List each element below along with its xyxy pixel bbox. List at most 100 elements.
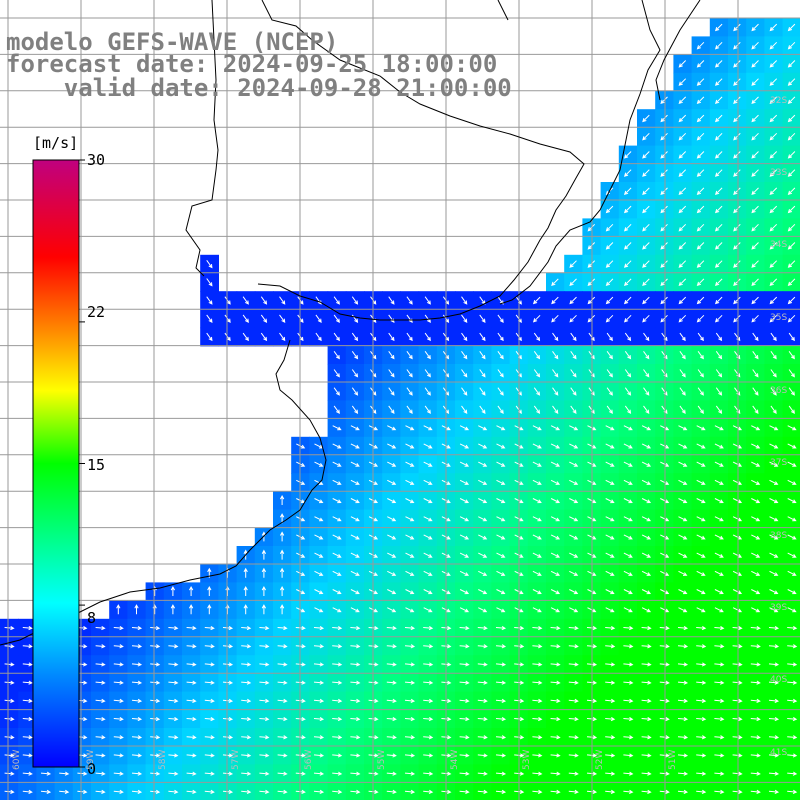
wind-arrow (605, 425, 615, 431)
wind-arrow (405, 498, 415, 504)
wind-arrow (204, 625, 215, 631)
wind-arrow (333, 369, 340, 378)
wind-arrow (679, 405, 686, 414)
wind-arrow (116, 604, 121, 615)
wind-arrow (423, 461, 433, 467)
wind-arrow (714, 698, 725, 703)
wind-arrow (477, 644, 488, 649)
wind-arrow (131, 662, 143, 667)
wind-arrow (732, 479, 743, 485)
wind-arrow (550, 662, 561, 667)
wind-arrow (623, 242, 632, 250)
wind-arrow (404, 662, 416, 667)
wind-arrow (714, 96, 723, 105)
wind-arrow (459, 771, 470, 776)
wind-arrow (787, 753, 798, 758)
wind-arrow (550, 534, 561, 540)
wind-arrow (461, 351, 468, 360)
wind-arrow (532, 680, 543, 685)
lat-label: 35S (770, 313, 788, 323)
wind-arrow (406, 369, 413, 378)
wind-arrow (496, 534, 506, 540)
wind-arrow (404, 625, 416, 631)
wind-arrow (204, 662, 215, 667)
wind-arrow (769, 278, 778, 287)
wind-arrow (496, 479, 506, 485)
wind-arrow (496, 607, 506, 613)
wind-arrow (714, 314, 723, 323)
wind-arrow (715, 369, 723, 378)
wind-arrow (696, 498, 706, 504)
wind-arrow (150, 753, 161, 758)
wind-arrow (313, 753, 325, 758)
wind-arrow (678, 461, 688, 467)
wind-arrow (605, 443, 615, 449)
wind-arrow (733, 242, 741, 250)
wind-arrow (659, 662, 670, 667)
wind-arrow (150, 735, 161, 740)
wind-arrow (787, 296, 796, 305)
wind-arrow (624, 387, 632, 396)
wind-arrow (386, 716, 397, 722)
wind-arrow (569, 278, 577, 287)
wind-arrow (642, 278, 650, 287)
wind-arrow (660, 260, 668, 268)
wind-arrow (168, 662, 179, 667)
wind-arrow (459, 425, 470, 431)
wind-arrow (424, 387, 431, 396)
wind-arrow (643, 351, 650, 360)
wind-arrow (332, 735, 343, 740)
wind-arrow (623, 680, 634, 685)
wind-arrow (279, 604, 285, 615)
wind-arrow (350, 534, 360, 540)
wind-arrow (733, 114, 741, 123)
wind-arrow (696, 187, 705, 196)
wind-arrow (313, 698, 325, 703)
wind-arrow (95, 716, 106, 722)
wind-arrow (459, 461, 470, 467)
wind-arrow (332, 443, 342, 449)
wind-arrow (732, 625, 743, 631)
wind-arrow (732, 680, 743, 685)
wind-arrow (350, 680, 361, 685)
wind-arrow (550, 516, 561, 522)
wind-arrow (696, 223, 705, 232)
wind-arrow (550, 644, 561, 649)
wind-arrow (641, 735, 652, 740)
wind-arrow (659, 771, 670, 776)
wind-arrow (678, 516, 688, 522)
wind-arrow (479, 369, 486, 378)
wind-arrow (752, 387, 759, 396)
wind-arrow (623, 314, 632, 323)
wind-arrow (168, 753, 179, 758)
wind-arrow (714, 534, 724, 540)
wind-arrow (550, 716, 561, 722)
wind-arrow (332, 789, 343, 794)
wind-arrow (678, 169, 687, 177)
wind-arrow (388, 405, 395, 414)
wind-arrow (204, 698, 215, 703)
wind-arrow (241, 771, 252, 776)
wind-arrow (623, 698, 634, 703)
wind-arrow (532, 516, 542, 522)
wind-arrow (641, 552, 652, 558)
wind-vectors (4, 23, 798, 794)
wind-arrow (787, 78, 796, 86)
wind-arrow (423, 425, 433, 431)
wind-arrow (660, 461, 670, 467)
wind-arrow (623, 534, 633, 540)
wind-arrow (404, 716, 416, 722)
wind-arrow (532, 534, 542, 540)
wind-arrow (788, 387, 795, 396)
wind-arrow (131, 753, 143, 758)
wind-arrow (405, 570, 415, 576)
wind-arrow (496, 570, 506, 576)
wind-arrow (550, 625, 561, 631)
wind-arrow (459, 443, 470, 449)
wind-arrow (624, 332, 632, 342)
wind-arrow (568, 698, 579, 703)
wind-arrow (95, 753, 106, 758)
wind-arrow (113, 735, 124, 740)
wind-arrow (351, 405, 359, 414)
wind-arrow (679, 369, 686, 378)
